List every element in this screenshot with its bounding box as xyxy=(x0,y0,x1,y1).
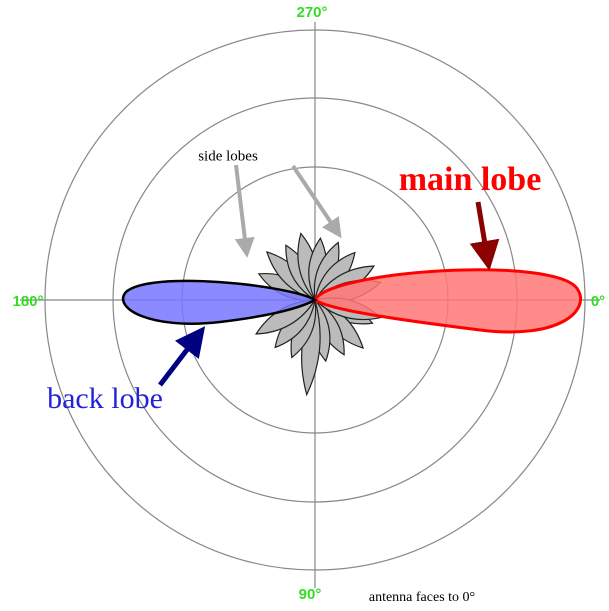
arrow xyxy=(291,164,342,239)
annotation: side lobes xyxy=(198,148,258,164)
arrow xyxy=(158,326,206,387)
angle-label: 270° xyxy=(296,4,327,21)
annotation: main lobe xyxy=(399,161,542,198)
angle-label: 0° xyxy=(591,293,605,310)
annotation: antenna faces to 0° xyxy=(369,590,475,605)
angle-label: 180° xyxy=(12,293,43,310)
back-lobe xyxy=(121,279,318,325)
annotation: back lobe xyxy=(47,382,163,415)
main-lobe xyxy=(313,268,583,334)
angle-label: 90° xyxy=(299,586,322,603)
arrow xyxy=(469,201,500,271)
arrow xyxy=(234,164,255,258)
